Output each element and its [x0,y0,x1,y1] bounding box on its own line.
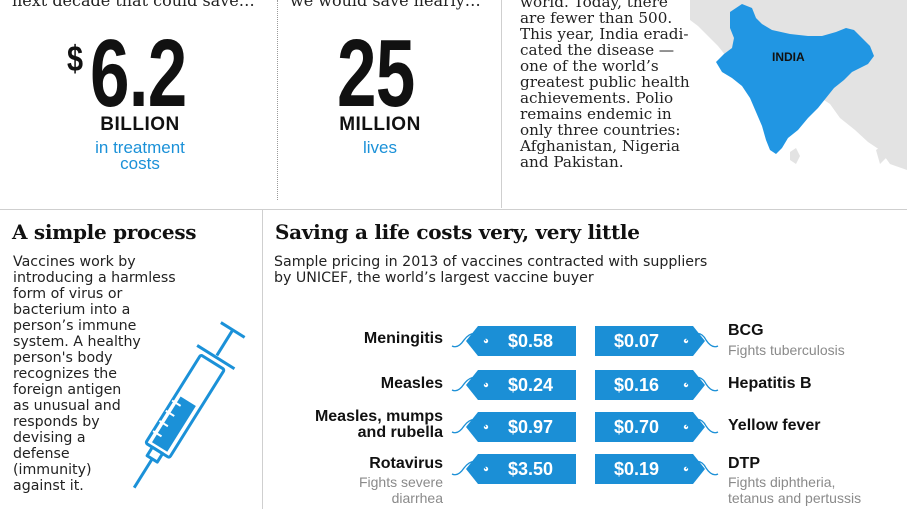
vaccine-name-meningitis: Meningitis [363,330,443,347]
price-tag-rotavirus [466,454,576,484]
vaccine-desc-rotavirus-1: Fights severe [358,474,443,490]
divider-bottom [262,210,263,509]
process-line: introducing a harmless [13,270,176,286]
col1-cut-text: next decade that could save… [12,0,255,10]
process-line: person’s immune [13,318,137,334]
india-line: only three countries: [520,121,681,139]
price-tag-hepatitis-b [595,370,705,400]
lives-value: 25 [337,20,415,127]
vaccine-desc-rotavirus-2: diarrhea [391,490,443,506]
india-line: greatest public health [520,73,690,91]
india-map-icon [690,0,907,170]
process-line: against it. [13,478,84,494]
vaccine-name-mmr-2: and rubella [357,424,443,441]
price-meningitis: $0.58 [508,331,554,351]
currency-symbol: $ [67,38,84,79]
india-line: and Pakistan. [520,153,624,171]
india-line: cated the disease — [520,41,675,59]
savings-sub-1: in treatment [95,138,185,157]
price-tag-bcg [595,326,705,356]
pricing-title: Saving a life costs very, very little [275,220,640,244]
process-line: Vaccines work by [13,254,136,270]
vaccine-name-hepatitis-b: Hepatitis B [728,375,812,392]
divider-horizontal [0,209,907,210]
india-line: one of the world’s [520,57,659,75]
process-line: responds by [13,414,100,430]
india-line: achievements. Polio [520,89,674,107]
pricing-subtitle-1: Sample pricing in 2013 of vaccines contr… [274,254,708,270]
vaccine-desc-bcg: Fights tuberculosis [728,342,845,358]
india-line: world. Today, there [520,0,668,11]
process-line: person's body [13,350,113,366]
process-paragraph: Vaccines work by introducing a harmless … [13,254,176,494]
process-line: bacterium into a [13,302,131,318]
india-map-label: INDIA [772,50,805,64]
vaccine-desc-dtp-2: tetanus and pertussis [728,490,862,506]
process-line: devising a [13,430,86,446]
process-line: defense [13,446,70,462]
process-line: form of virus or [13,286,123,302]
savings-value: 6.2 [90,20,187,127]
process-line: foreign antigen [13,382,122,398]
vaccine-name-measles: Measles [380,375,443,392]
india-line: remains endemic in [520,105,672,123]
process-line: recognizes the [13,366,118,382]
price-tag-dtp [595,454,705,484]
vaccine-name-bcg: BCG [728,322,764,339]
process-line: (immunity) [13,462,92,478]
process-line: as unusual and [13,398,121,414]
savings-unit: BILLION [100,114,180,135]
price-tag-mmr [466,412,576,442]
india-paragraph: world. Today, there are fewer than 500. … [520,0,710,170]
pricing-subtitle-2: by UNICEF, the world’s largest vaccine b… [274,270,594,286]
price-yellow-fever: $0.70 [614,417,660,437]
price-tag-measles [466,370,576,400]
india-line: are fewer than 500. [520,9,673,27]
price-bcg: $0.07 [614,331,660,351]
price-tags [451,326,719,484]
process-title: A simple process [12,220,197,244]
india-line: Afghanistan, Nigeria [520,137,680,155]
india-line: This year, India eradi- [520,25,689,43]
price-tag-yellow-fever [595,412,705,442]
price-measles: $0.24 [508,375,554,395]
process-line: system. A healthy [13,334,141,350]
savings-sub-2: costs [120,154,160,173]
lives-sub: lives [362,138,397,157]
price-rotavirus: $3.50 [508,459,554,479]
lives-unit: MILLION [339,114,421,135]
vaccine-name-mmr: Measles, mumps [314,408,443,425]
price-mmr: $0.97 [508,417,554,437]
vaccine-name-dtp: DTP [728,455,760,472]
col2-cut-text: we would save nearly… [290,0,481,10]
divider-top-dotted [277,0,278,200]
price-hepatitis-b: $0.16 [614,375,660,395]
price-dtp: $0.19 [614,459,660,479]
vaccine-name-rotavirus: Rotavirus [369,455,443,472]
vaccine-name-yellow-fever: Yellow fever [728,417,821,434]
price-tag-meningitis [466,326,576,356]
divider-top-right [501,0,502,208]
vaccine-desc-dtp-1: Fights diphtheria, [728,474,836,490]
syringe-icon [132,321,246,489]
